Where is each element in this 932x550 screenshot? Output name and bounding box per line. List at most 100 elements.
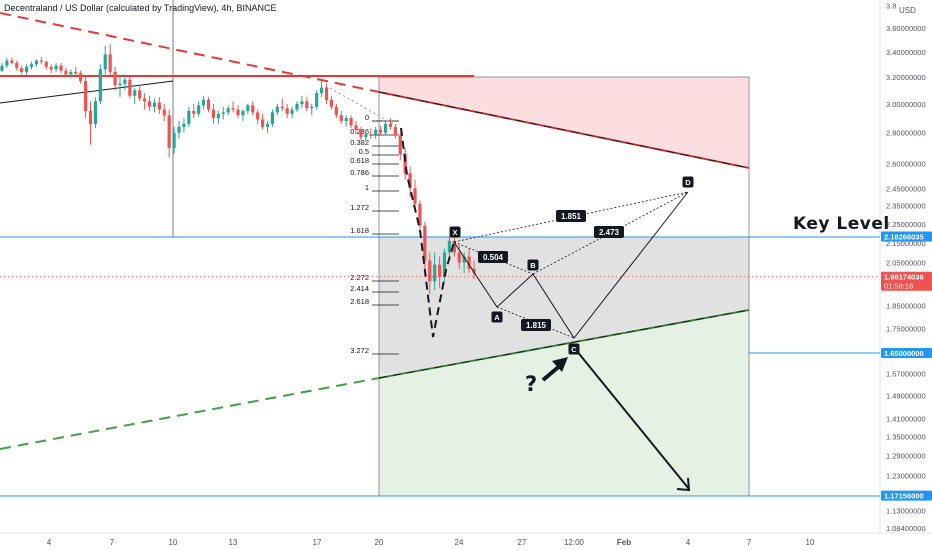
- pattern-point-b[interactable]: B: [527, 259, 539, 271]
- pattern-point-x[interactable]: X: [449, 226, 461, 238]
- candle: [59, 63, 63, 74]
- candle: [310, 104, 314, 116]
- candle: [265, 121, 270, 133]
- candle: [393, 123, 397, 139]
- candle: [260, 113, 265, 130]
- fib-level-label: 0.382: [350, 138, 369, 147]
- candle: [133, 87, 137, 104]
- pattern-ratio-value: 0.504: [483, 253, 504, 262]
- pointer-arrowhead: [552, 357, 568, 372]
- question-mark-annotation: ?: [525, 372, 538, 396]
- fib-level-label: 0.786: [350, 168, 369, 177]
- green-dashed-trendline[interactable]: [0, 377, 380, 450]
- price-tick-label: 2.60000000: [886, 160, 926, 169]
- candle: [221, 106, 225, 120]
- candle: [339, 111, 343, 124]
- candle: [354, 121, 358, 133]
- price-tick-label: 2.35000000: [886, 202, 926, 211]
- candle: [285, 104, 289, 119]
- projection-arrow-line[interactable]: [575, 349, 690, 490]
- candle: [467, 248, 471, 273]
- candle: [113, 66, 117, 91]
- time-tick-label: 4: [686, 538, 691, 547]
- level-price-label: 1.65000000: [881, 348, 932, 358]
- candle: [324, 83, 329, 104]
- candle: [295, 101, 299, 113]
- pattern-point-label: B: [530, 261, 536, 270]
- red-dashed-trendline[interactable]: [0, 12, 380, 93]
- candle: [349, 115, 353, 129]
- candle: [246, 104, 250, 114]
- time-tick-label: 7: [747, 538, 752, 547]
- price-label-value: 1.65000000: [884, 349, 924, 358]
- fib-level-label: 1.618: [350, 226, 369, 235]
- candle: [98, 64, 102, 104]
- fib-level-label: 2.618: [350, 297, 369, 306]
- price-label-value: 1.98174036: [884, 273, 924, 282]
- price-tick-label: 1.23000000: [886, 471, 926, 480]
- candle: [15, 60, 19, 71]
- time-tick-label: 7: [110, 538, 115, 547]
- candle: [319, 79, 324, 98]
- candle: [423, 221, 427, 269]
- harmonic-pattern[interactable]: X A B C D 0.504 1.815 1.851 2.473: [449, 176, 694, 355]
- candle: [383, 121, 388, 136]
- candle: [147, 95, 152, 112]
- candle: [64, 68, 68, 78]
- red-zone[interactable]: [379, 77, 749, 168]
- pattern-ratio-value: 1.851: [561, 212, 582, 221]
- candle: [418, 200, 422, 234]
- candles: [0, 44, 476, 295]
- pattern-point-label: C: [571, 345, 577, 354]
- key-level-annotation: Key Level: [793, 214, 890, 234]
- candle: [300, 95, 304, 109]
- candle: [334, 104, 338, 119]
- time-tick-label: 10: [806, 538, 815, 547]
- time-tick-label: 17: [313, 538, 322, 547]
- candle: [167, 109, 171, 158]
- candle: [211, 104, 216, 124]
- price-tick-label: 1.13000000: [886, 507, 926, 516]
- candle: [162, 104, 166, 122]
- price-tick-label: 1.29000000: [886, 452, 926, 461]
- price-axis[interactable]: 3.8 3.60000000 3.40000000 3.20000000 3.00000…: [886, 2, 926, 533]
- price-tick-label: 2.05000000: [886, 259, 926, 268]
- candle: [305, 97, 309, 112]
- pattern-point-d[interactable]: D: [682, 176, 694, 188]
- price-tick-label: 3.40000000: [886, 48, 926, 57]
- red-zone-lower-dash: [378, 91, 750, 169]
- candle: [29, 61, 34, 70]
- pattern-point-label: X: [452, 228, 457, 237]
- candle: [398, 132, 402, 161]
- candle: [378, 125, 383, 136]
- projection-arrowhead: [676, 477, 691, 492]
- time-axis[interactable]: 4 7 10 13 17 20 24 27 12:00 Feb 4 7 10: [47, 538, 815, 547]
- candle: [39, 56, 43, 65]
- time-tick-label: 10: [169, 538, 178, 547]
- pattern-ratio-label: 0.504: [478, 251, 508, 263]
- candle: [275, 104, 279, 116]
- time-tick-label: 27: [518, 538, 527, 547]
- candle: [270, 109, 275, 127]
- candle: [10, 58, 14, 65]
- price-tick-label: 2.25000000: [886, 220, 926, 229]
- candle: [54, 63, 58, 72]
- chart-title: Decentraland / US Dollar (calculated by …: [4, 3, 277, 13]
- candle: [74, 66, 78, 76]
- green-support-dash: [378, 309, 750, 379]
- candle: [369, 128, 373, 139]
- time-tick-label: 20: [375, 538, 384, 547]
- price-tick-label: 1.35000000: [886, 433, 926, 442]
- bar-countdown: 01:58:18: [884, 282, 913, 291]
- candle: [24, 64, 29, 75]
- candle: [0, 63, 4, 72]
- candle: [226, 105, 230, 116]
- candle: [88, 101, 93, 145]
- pattern-point-a[interactable]: A: [491, 311, 503, 323]
- fib-level-label: 0.5: [359, 147, 369, 156]
- candle: [290, 106, 294, 119]
- currency-label: USD: [899, 6, 916, 15]
